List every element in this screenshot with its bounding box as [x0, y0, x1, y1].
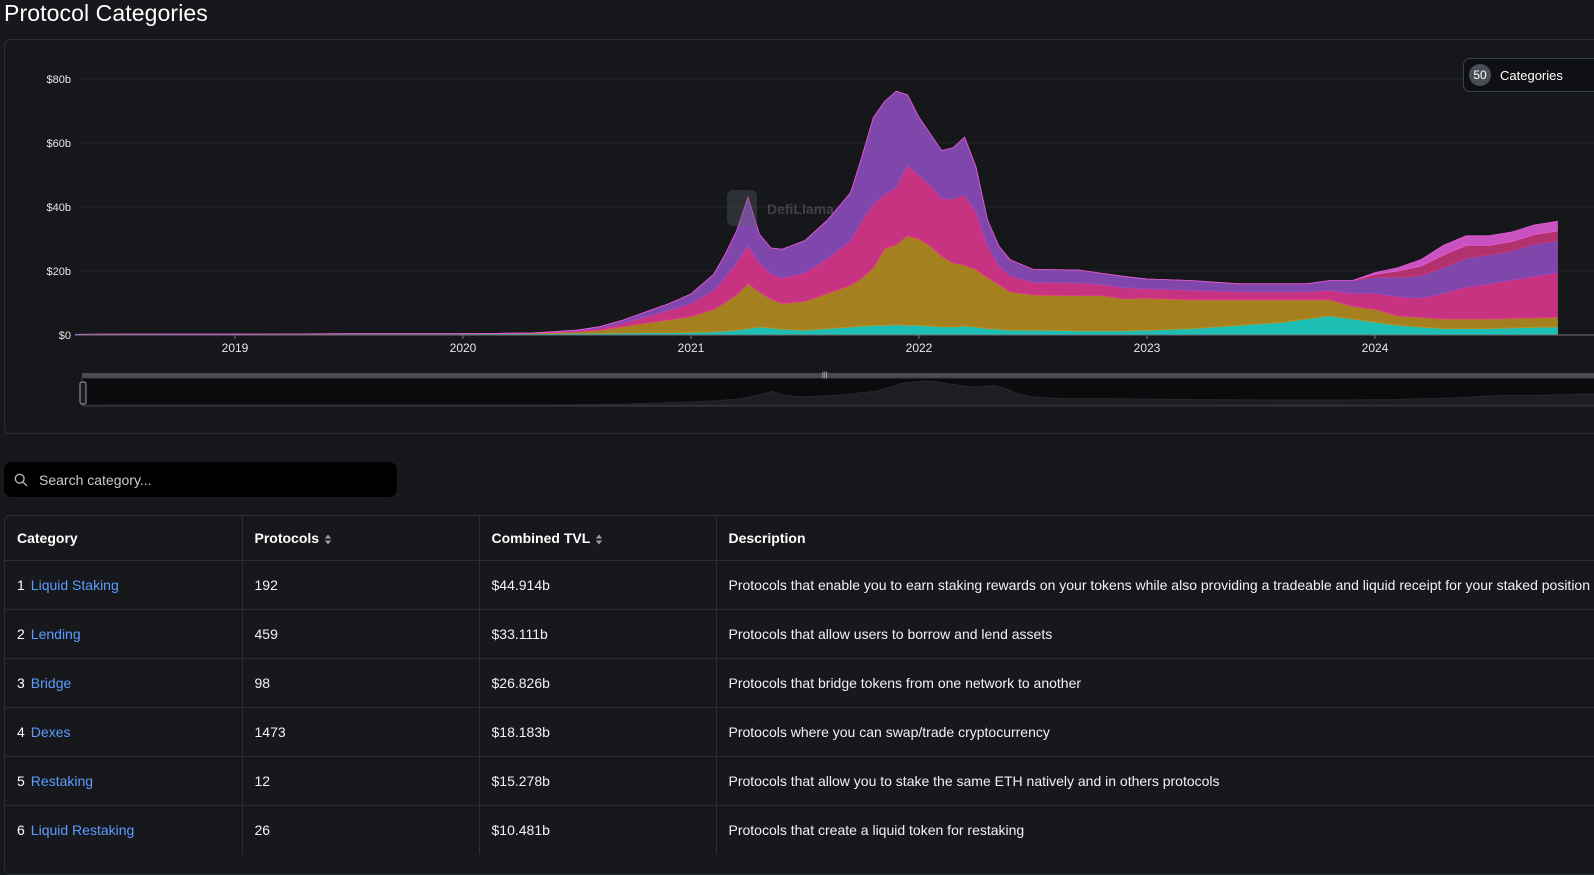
tvl-area-chart: DefiLlama $80b $60b $40b $20b $0 2019 2020 2021… [47, 74, 1594, 407]
category-link[interactable]: Restaking [30, 773, 94, 789]
search-input[interactable] [37, 470, 381, 489]
sort-icon[interactable] [595, 534, 603, 545]
table-row: 4 Dexes 1473 $18.183b Protocols where you… [5, 707, 1594, 757]
category-link[interactable]: Lending [30, 626, 81, 642]
x-tick-label: 2023 [1134, 341, 1161, 355]
y-tick-label: $0 [59, 330, 71, 342]
category-cell: 3 Bridge [5, 658, 243, 708]
x-tick-label: 2019 [222, 341, 249, 355]
protocols-cell: 12 [242, 756, 480, 806]
watermark-text: DefiLlama [767, 201, 834, 217]
row-number: 5 [17, 773, 25, 789]
category-cell: 5 Restaking [5, 756, 243, 806]
search-bar[interactable] [4, 462, 397, 497]
column-header-protocols[interactable]: Protocols [242, 516, 480, 561]
protocols-cell: 98 [242, 658, 480, 708]
y-tick-label: $60b [47, 138, 71, 150]
column-header-label: Combined TVL [491, 530, 591, 546]
column-header-category: Category [5, 516, 243, 561]
category-link[interactable]: Liquid Restaking [30, 822, 135, 838]
description-cell: Protocols that allow users to borrow and… [716, 609, 1594, 659]
tvl-cell: $18.183b [479, 707, 717, 757]
description-cell: Protocols where you can swap/trade crypt… [716, 707, 1594, 757]
column-header-label: Category [17, 530, 78, 546]
page-title: Protocol Categories [4, 0, 208, 26]
category-link[interactable]: Dexes [30, 724, 71, 740]
y-tick-label: $40b [47, 202, 71, 214]
table-row: 1 Liquid Staking 192 $44.914b Protocols t… [5, 560, 1594, 610]
row-number: 6 [17, 822, 25, 838]
category-cell: 1 Liquid Staking [5, 560, 243, 610]
tvl-cell: $26.826b [479, 658, 717, 708]
x-tick-label: 2024 [1362, 341, 1389, 355]
tvl-cell: $10.481b [479, 805, 717, 854]
categories-label: Categories [1500, 67, 1563, 83]
description-cell: Protocols that allow you to stake the sa… [716, 756, 1594, 806]
search-icon [14, 473, 28, 486]
zoom-slider-track[interactable] [82, 373, 1594, 378]
zoom-handle-left[interactable] [79, 381, 87, 405]
column-header-label: Protocols [254, 530, 320, 546]
description-cell: Protocols that bridge tokens from one ne… [716, 658, 1594, 708]
watermark: DefiLlama [727, 190, 834, 226]
series-area [75, 90, 1558, 335]
protocols-cell: 192 [242, 560, 480, 610]
category-cell: 6 Liquid Restaking [5, 805, 243, 854]
sort-icon[interactable] [324, 534, 332, 545]
table-row: 5 Restaking 12 $15.278b Protocols that al… [5, 756, 1594, 806]
category-cell: 2 Lending [5, 609, 243, 659]
protocols-cell: 26 [242, 805, 480, 854]
tvl-cell: $15.278b [479, 756, 717, 806]
categories-toggle-button[interactable]: 50 Categories [1463, 58, 1594, 92]
category-link[interactable]: Bridge [30, 675, 72, 691]
categories-count-badge: 50 [1469, 64, 1491, 86]
row-number: 1 [17, 577, 25, 593]
category-link[interactable]: Liquid Staking [30, 577, 119, 593]
table-row: 2 Lending 459 $33.111b Protocols that all… [5, 609, 1594, 659]
row-number: 4 [17, 724, 25, 740]
x-tick-label: 2020 [450, 341, 477, 355]
description-cell: Protocols that create a liquid token for… [716, 805, 1594, 854]
zoom-slider[interactable]: ||| [79, 372, 1594, 407]
categories-table: Category Protocols Combined TVL Descript… [4, 515, 1594, 875]
protocols-cell: 459 [242, 609, 480, 659]
y-tick-label: $80b [47, 74, 71, 86]
table-row: 3 Bridge 98 $26.826b Protocols that bridg… [5, 658, 1594, 708]
x-tick-label: 2021 [678, 341, 705, 355]
table-header-row: Category Protocols Combined TVL Descript… [5, 516, 1594, 561]
tvl-cell: $44.914b [479, 560, 717, 610]
protocols-cell: 1473 [242, 707, 480, 757]
column-header-label: Description [728, 530, 806, 546]
zoom-slider-preview [81, 380, 1594, 406]
column-header-description: Description [716, 516, 1594, 561]
tvl-cell: $33.111b [479, 609, 717, 659]
row-number: 2 [17, 626, 25, 642]
column-header-combined-tvl[interactable]: Combined TVL [479, 516, 717, 561]
table-row: 6 Liquid Restaking 26 $10.481b Protocols … [5, 805, 1594, 854]
chart-card: DefiLlama $80b $60b $40b $20b $0 2019 2020 2021… [4, 39, 1594, 434]
description-cell: Protocols that enable you to earn stakin… [716, 560, 1594, 610]
x-tick-label: 2022 [906, 341, 933, 355]
chart-axes: $80b $60b $40b $20b $0 2019 2020 2021 2022 2023 20… [47, 74, 1594, 355]
watermark-logo-icon [727, 190, 757, 226]
y-tick-label: $20b [47, 266, 71, 278]
zoom-grip-icon[interactable]: ||| [822, 372, 828, 379]
row-number: 3 [17, 675, 25, 691]
category-cell: 4 Dexes [5, 707, 243, 757]
